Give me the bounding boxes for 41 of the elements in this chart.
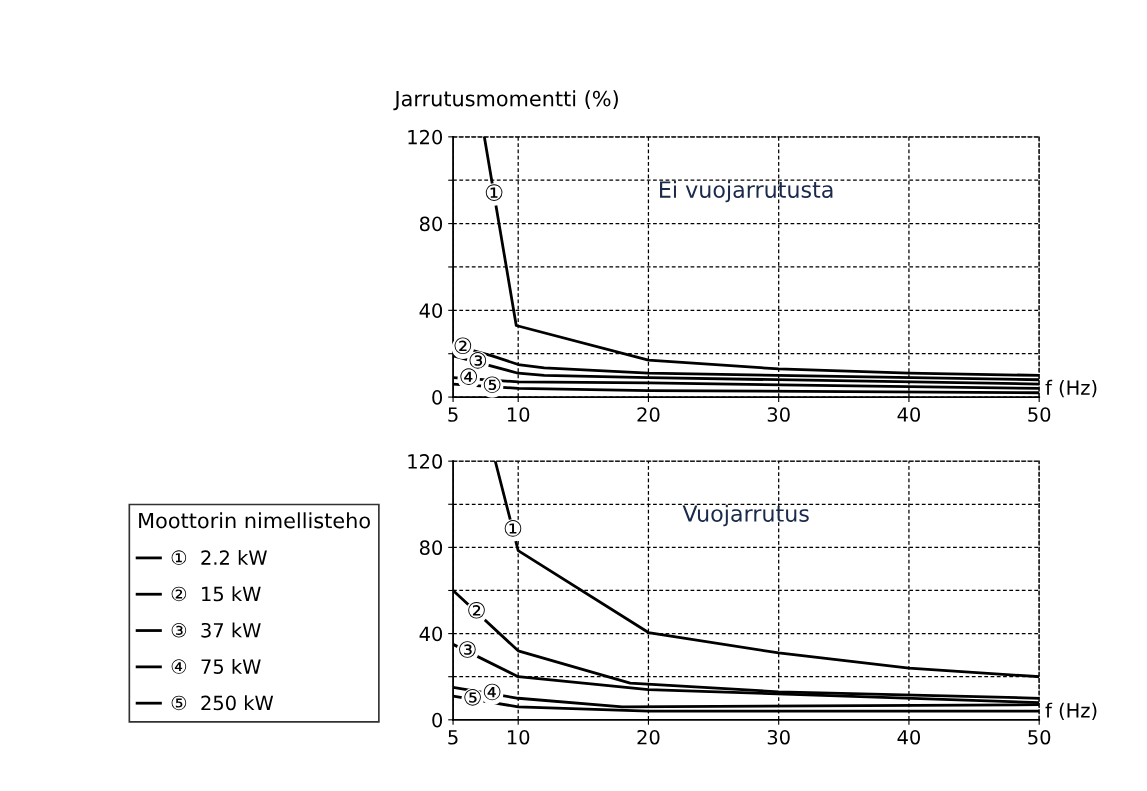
y-axis-title: Jarrutusmomentti (%)	[393, 90, 618, 111]
legend-title: Moottorin nimellisteho	[139, 512, 370, 529]
y-tick-label: 120	[408, 454, 443, 469]
annotation: Vuojarrutus	[682, 504, 809, 527]
annotation: ②	[454, 337, 472, 355]
x-tick-label: 5	[448, 730, 458, 745]
x-tick-label: 10	[507, 407, 530, 422]
annotation: ①	[485, 184, 503, 201]
x-tick-label: 30	[767, 407, 790, 422]
y-tick-label: 80	[419, 540, 443, 556]
x-axis-title: f (Hz)	[1045, 379, 1097, 398]
annotation: ③	[459, 641, 476, 658]
y-tick-label: 80	[419, 216, 443, 232]
x-tick-label: 5	[448, 407, 458, 422]
y-tick-label: 40	[419, 303, 443, 318]
annotation: ②	[468, 601, 485, 619]
annotation: ⑤	[464, 689, 481, 706]
x-tick-label: 20	[637, 729, 660, 745]
annotation: ①	[504, 520, 522, 537]
legend-label: ① 2.2 kW	[171, 549, 267, 565]
x-tick-label: 40	[897, 407, 921, 422]
legend-label: ④ 75 kW	[171, 658, 261, 674]
x-axis-title: f (Hz)	[1045, 702, 1097, 720]
legend-label: ② 15 kW	[171, 586, 261, 602]
y-tick-label: 0	[432, 390, 443, 405]
y-tick-label: 120	[408, 129, 443, 145]
legend-label: ③ 37 kW	[171, 622, 261, 638]
x-tick-label: 30	[767, 729, 790, 745]
annotation: ⑤	[483, 376, 501, 394]
annotation: ③	[469, 352, 487, 369]
y-tick-label: 0	[432, 712, 443, 728]
annotation: ④	[483, 683, 501, 701]
legend-label: ⑤ 250 kW	[171, 695, 274, 711]
x-tick-label: 10	[507, 729, 530, 745]
annotation: Ei vuojarrutusta	[660, 180, 833, 203]
x-tick-label: 50	[1028, 407, 1051, 422]
y-tick-label: 40	[419, 626, 443, 642]
x-tick-label: 20	[637, 407, 660, 422]
x-tick-label: 40	[897, 729, 921, 745]
annotation: ④	[460, 368, 478, 385]
x-tick-label: 50	[1028, 729, 1051, 745]
